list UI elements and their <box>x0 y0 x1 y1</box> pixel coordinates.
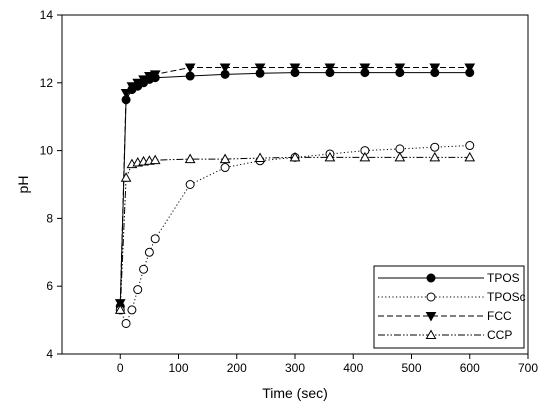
x-tick-label: 700 <box>518 361 538 375</box>
series-ccp <box>114 151 476 314</box>
legend-marker-fcc <box>425 312 437 322</box>
data-point-tposc <box>430 142 440 152</box>
legend-marker-tpos <box>426 273 436 283</box>
data-point-fcc <box>184 63 196 74</box>
data-point-fcc <box>254 63 266 74</box>
data-point-fcc <box>149 70 161 80</box>
x-axis-title: Time (sec) <box>262 385 328 401</box>
data-point-tposc <box>185 180 195 189</box>
data-point-fcc <box>324 63 336 74</box>
data-point-fcc <box>394 63 406 74</box>
data-point-ccp <box>429 151 441 162</box>
legend-label-tposc: TPOSc <box>487 290 526 304</box>
data-point-tposc <box>144 247 154 257</box>
data-point-tposc <box>395 144 405 154</box>
data-point-tposc <box>127 305 137 315</box>
data-point-ccp <box>394 151 406 162</box>
data-point-ccp <box>464 151 476 162</box>
legend-label-ccp: CCP <box>487 328 512 342</box>
y-tick-label: 4 <box>46 347 53 361</box>
data-point-tposc <box>133 285 143 295</box>
series-line-fcc <box>119 67 470 304</box>
x-tick-label: 300 <box>285 361 305 375</box>
data-point-ccp <box>149 154 161 165</box>
series-fcc <box>114 63 476 309</box>
data-point-fcc <box>126 82 138 92</box>
data-point-tposc <box>150 234 160 244</box>
data-point-fcc <box>429 63 441 74</box>
x-tick-label: 500 <box>401 361 421 375</box>
y-tick-label: 10 <box>40 144 54 158</box>
x-tick-label: 200 <box>227 361 247 375</box>
x-tick-label: 400 <box>343 361 363 375</box>
data-point-ccp <box>289 151 301 162</box>
data-point-tposc <box>139 264 149 274</box>
y-tick-label: 8 <box>46 211 53 225</box>
axes: 0 100 200 300 400 500 600 700 4 6 8 10 12 14 <box>40 8 539 375</box>
data-point-ccp <box>254 152 266 163</box>
data-point-ccp <box>219 153 231 164</box>
data-point-tpos <box>185 71 195 81</box>
y-tick-label: 14 <box>40 8 54 22</box>
legend-label-fcc: FCC <box>487 309 512 323</box>
data-point-ccp <box>359 151 371 162</box>
x-tick-label: 600 <box>460 361 480 375</box>
data-point-ccp <box>120 172 132 182</box>
data-point-ccp <box>114 304 126 314</box>
data-point-fcc <box>144 72 155 82</box>
legend-marker-tposc <box>426 292 436 302</box>
y-tick-label: 12 <box>40 76 54 90</box>
data-point-tposc <box>220 163 230 173</box>
legend-label-tpos: TPOS <box>487 271 520 285</box>
x-tick-label: 0 <box>117 361 124 375</box>
data-point-fcc <box>138 75 149 85</box>
data-point-ccp <box>184 153 196 164</box>
series-layer <box>114 63 476 328</box>
data-point-fcc <box>132 78 144 89</box>
series-line-tposc <box>119 145 470 325</box>
y-tick-label: 6 <box>46 279 53 293</box>
data-point-fcc <box>289 63 301 74</box>
data-point-fcc <box>219 63 231 74</box>
legend: TPOS TPOSc FCC CCP <box>373 265 526 349</box>
data-point-fcc <box>120 88 132 99</box>
legend-marker-ccp <box>425 329 437 339</box>
data-point-fcc <box>464 63 476 74</box>
legend-box <box>373 265 525 349</box>
data-point-tposc <box>465 141 475 151</box>
y-axis-title: pH <box>15 176 31 194</box>
data-point-tposc <box>121 318 131 328</box>
data-point-fcc <box>359 63 371 74</box>
x-tick-label: 100 <box>168 361 188 375</box>
data-point-ccp <box>324 151 336 162</box>
